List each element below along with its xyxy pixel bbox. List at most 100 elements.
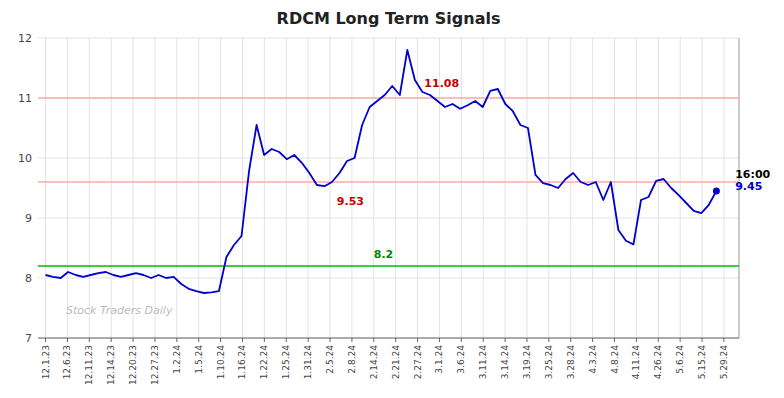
x-tick [614,338,615,342]
x-grid-line [614,38,615,338]
x-grid-line [67,38,68,338]
x-grid-line [505,38,506,338]
x-tick-label: 2.14.24 [369,345,379,380]
x-tick-label: 2.8.24 [347,345,357,374]
x-tick-label: 2.5.24 [325,345,335,374]
x-tick-label: 5.15.24 [697,345,707,380]
x-tick [702,338,703,342]
x-tick-label: 3.6.24 [456,345,466,374]
x-tick-label: 12.11.23 [84,345,94,385]
x-grid-line [373,38,374,338]
x-grid-line [330,38,331,338]
reference-line [38,181,739,183]
x-tick-label: 1.10.24 [216,345,226,380]
title: RDCM Long Term Signals [277,9,501,28]
x-tick-label: 12.1.23 [41,345,51,379]
x-grid-line [723,38,724,338]
x-grid-line [658,38,659,338]
x-tick-label: 12.6.23 [62,345,72,379]
x-tick-label: 4.26.24 [653,345,663,380]
x-grid-line [592,38,593,338]
x-tick [111,338,112,342]
x-tick-label: 3.25.24 [544,345,554,380]
annotation: 9.53 [337,195,364,208]
end-point [713,188,720,195]
x-tick [176,338,177,342]
chart: RDCM Long Term Signals 7 8 9 10 11 12 12.1.23 12… [0,0,784,398]
x-grid-line [308,38,309,338]
y-tick-label: 10 [18,152,32,165]
x-tick-label: 5.6.24 [675,345,685,374]
x-grid-line [395,38,396,338]
x-grid-line [133,38,134,338]
x-grid-line [198,38,199,338]
x-tick-label: 4.11.24 [631,345,641,380]
x-tick [548,338,549,342]
y-grid-line [38,338,739,339]
y-tick-label: 12 [18,32,32,45]
watermark: Stock Traders Daily [66,304,173,317]
x-tick [483,338,484,342]
x-tick [461,338,462,342]
x-tick-label: 12.14.23 [106,345,116,385]
x-grid-line [351,38,352,338]
x-tick-label: 1.16.24 [237,345,247,380]
x-tick [67,338,68,342]
x-tick-label: 3.1.24 [434,345,444,374]
x-grid-line [286,38,287,338]
price-line [46,50,717,293]
y-tick-label: 8 [25,272,32,285]
x-tick [439,338,440,342]
annotation: 9.45 [735,180,762,193]
x-tick [636,338,637,342]
x-tick [308,338,309,342]
x-grid-line [242,38,243,338]
x-tick [395,338,396,342]
x-grid-line [702,38,703,338]
x-tick-label: 3.14.24 [500,345,510,380]
x-tick-label: 1.2.24 [172,345,182,374]
x-grid-line [154,38,155,338]
x-tick [658,338,659,342]
grid [38,38,739,338]
annotation: 8.2 [374,248,394,261]
x-grid-line [680,38,681,338]
x-grid-line [111,38,112,338]
x-tick-label: 12.20.23 [128,345,138,385]
x-tick-label: 12.27.23 [150,345,160,385]
reference-line [38,97,739,99]
x-tick-label: 1.22.24 [259,345,269,380]
x-grid-line [220,38,221,338]
plot-area [38,50,739,293]
x-grid-line [45,38,46,338]
y-grid-line [38,218,739,219]
x-tick [264,338,265,342]
y-grid-line [38,38,739,39]
x-tick-label: 3.11.24 [478,345,488,380]
x-grid-line [461,38,462,338]
x-tick-label: 3.28.24 [566,345,576,380]
x-tick [242,338,243,342]
x-tick-label: 1.5.24 [194,345,204,374]
x-tick [330,338,331,342]
x-tick [351,338,352,342]
x-tick [45,338,46,342]
x-tick [220,338,221,342]
y-tick-label: 7 [25,332,32,345]
x-tick [680,338,681,342]
y-tick-label: 9 [25,212,32,225]
x-tick [154,338,155,342]
x-tick-label: 1.31.24 [303,345,313,380]
x-tick [723,338,724,342]
x-tick [505,338,506,342]
x-tick [373,338,374,342]
x-tick [592,338,593,342]
x-grid-line [89,38,90,338]
x-tick-label: 3.19.24 [522,345,532,380]
x-tick-label: 2.21.24 [391,345,401,380]
x-tick-label: 5.29.24 [719,345,729,380]
x-tick-label: 2.27.24 [413,345,423,380]
x-tick [89,338,90,342]
x-grid-line [548,38,549,338]
y-tick-label: 11 [18,92,32,105]
